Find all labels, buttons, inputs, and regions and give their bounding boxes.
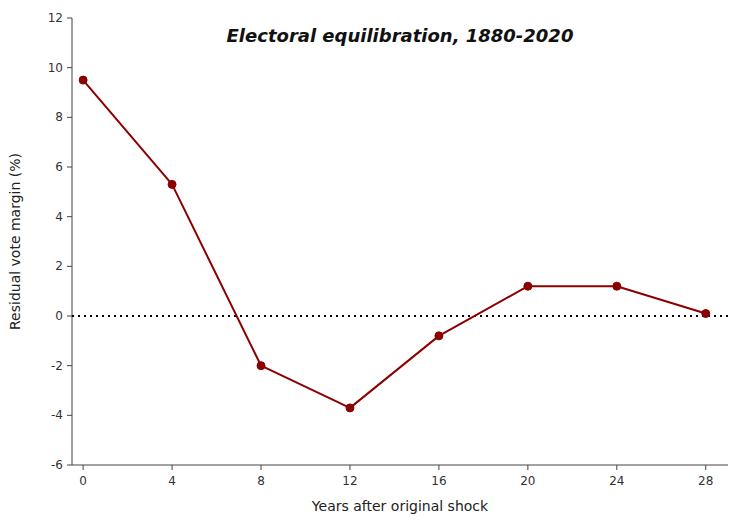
x-tick [83,465,84,470]
plot-area [72,76,728,412]
y-tick [67,415,72,416]
data-point [524,282,532,290]
x-tick-label: 0 [79,474,87,488]
data-point [702,310,710,318]
y-tick [67,117,72,118]
x-tick-label: 8 [257,474,265,488]
y-tick [67,365,72,366]
y-tick-label: -2 [51,359,63,373]
y-tick [67,266,72,267]
x-tick [261,465,262,470]
data-point [435,332,443,340]
data-point [257,362,265,370]
x-tick [527,465,528,470]
y-tick-label: 0 [55,309,63,323]
x-tick-label: 24 [609,474,624,488]
axes: 0481216202428-6-4-2024681012 [48,11,728,488]
y-tick-label: 8 [55,110,63,124]
y-tick [67,216,72,217]
chart-container: 0481216202428-6-4-2024681012Years after … [0,0,750,527]
y-tick [67,18,72,19]
y-tick-label: -6 [51,458,63,472]
y-tick-label: -4 [51,408,63,422]
x-tick [172,465,173,470]
chart: 0481216202428-6-4-2024681012Years after … [0,0,750,527]
x-tick-label: 16 [431,474,446,488]
y-tick-label: 10 [48,61,63,75]
y-tick-label: 12 [48,11,63,25]
data-point [613,282,621,290]
y-tick-label: 2 [55,259,63,273]
data-point [79,76,87,84]
x-axis-label: Years after original shock [311,498,489,514]
data-point [346,404,354,412]
x-axis-line [72,465,728,466]
reference-line [72,315,728,317]
y-tick [67,167,72,168]
y-tick-label: 4 [55,210,63,224]
y-axis-label: Residual vote margin (%) [7,153,23,330]
x-tick-label: 4 [168,474,176,488]
y-tick [67,316,72,317]
x-tick-label: 20 [520,474,535,488]
y-tick [67,465,72,466]
y-tick [67,67,72,68]
x-tick-label: 12 [342,474,357,488]
x-tick [349,465,350,470]
y-tick-label: 6 [55,160,63,174]
data-line [83,80,706,408]
data-point [168,180,176,188]
x-tick [438,465,439,470]
chart-title: Electoral equilibration, 1880-2020 [227,25,574,46]
x-tick [705,465,706,470]
y-axis-line [72,18,73,465]
x-tick [616,465,617,470]
x-tick-label: 28 [698,474,713,488]
